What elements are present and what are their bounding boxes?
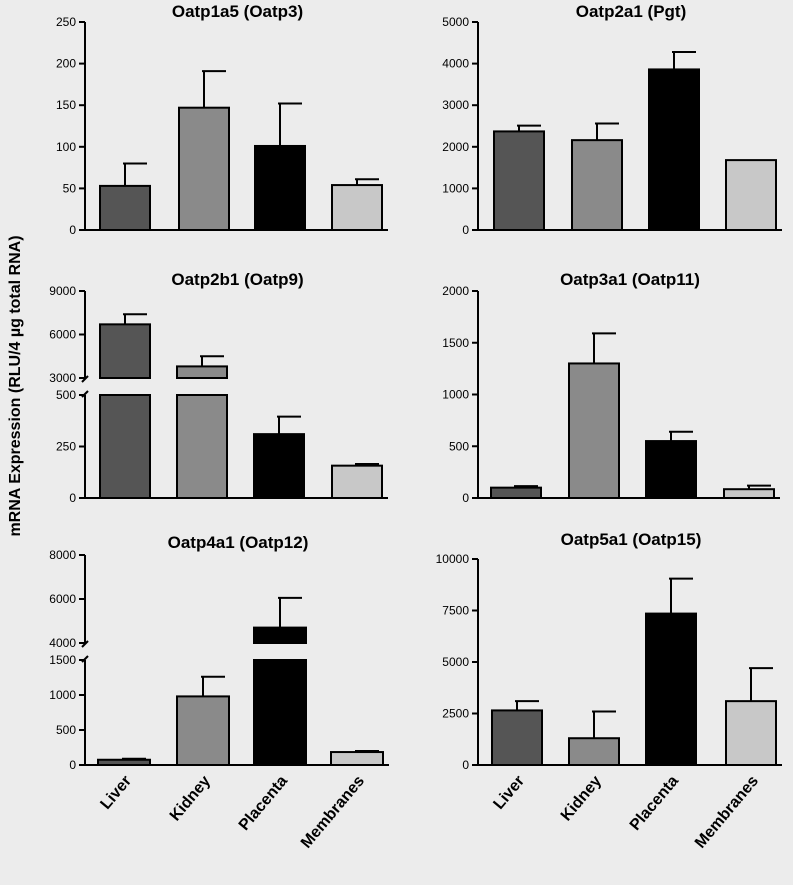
- bar-liver: [99, 184, 151, 232]
- chart-panel-6: Oatp5a1 (Oatp15) 0 2500 5000 7500 10000 Liver K…: [436, 530, 782, 852]
- y-tick-label: 4000: [49, 636, 76, 650]
- y-tick-label: 2000: [442, 140, 469, 154]
- y-tick-label: 9000: [49, 284, 76, 298]
- y-axis-label: mRNA Expression (RLU/4 µg total RNA): [7, 235, 24, 536]
- x-category-label: Liver: [490, 773, 528, 813]
- x-category-label: Placenta: [627, 773, 682, 834]
- chart-panel-4: Oatp3a1 (Oatp11) 0 500 1000 1500 2000: [442, 270, 780, 505]
- bar-membranes: [331, 464, 383, 499]
- x-category-label: Placenta: [236, 773, 291, 834]
- y-tick-label: 1000: [49, 688, 76, 702]
- bar-kidney-upper: [176, 365, 228, 379]
- bar-liver-lower: [99, 394, 151, 499]
- chart-panel-1: Oatp1a5 (Oatp3) 0 50 100 150 200 250: [56, 2, 388, 237]
- y-tick-label: 0: [69, 758, 76, 772]
- y-tick-label: 250: [56, 440, 76, 454]
- bar-kidney: [176, 695, 230, 767]
- y-tick-label: 7500: [442, 604, 469, 618]
- bar-placenta-lower: [253, 659, 307, 766]
- panel-title: Oatp5a1 (Oatp15): [561, 530, 702, 549]
- y-tick-label: 150: [56, 98, 76, 112]
- panel-title: Oatp1a5 (Oatp3): [172, 2, 303, 21]
- y-tick-label: 3000: [49, 371, 76, 385]
- y-tick-label: 500: [449, 439, 469, 453]
- bar-liver: [490, 486, 542, 499]
- y-tick-label: 0: [69, 491, 76, 505]
- y-tick-label: 100: [56, 140, 76, 154]
- bar-membranes: [725, 700, 777, 767]
- bar-liver: [97, 758, 151, 766]
- chart-panel-5: Oatp4a1 (Oatp12) 0 500 1000 1500 4000 6000 8000…: [49, 533, 389, 852]
- bar-kidney: [568, 737, 620, 766]
- y-tick-label: 0: [462, 758, 469, 772]
- y-tick-label: 1000: [442, 181, 469, 195]
- x-category-label: Kidney: [558, 773, 605, 825]
- y-tick-label: 0: [462, 223, 469, 237]
- bar-kidney-lower: [176, 394, 228, 499]
- y-tick-label: 2500: [442, 707, 469, 721]
- y-tick-label: 5000: [442, 655, 469, 669]
- bar-placenta: [645, 612, 697, 767]
- y-tick-label: 50: [63, 181, 77, 195]
- bar-liver-upper: [99, 323, 151, 380]
- bar-membranes: [725, 159, 777, 231]
- y-tick-label: 1000: [442, 388, 469, 402]
- y-tick-label: 2000: [442, 284, 469, 298]
- panel-title: Oatp4a1 (Oatp12): [168, 533, 309, 552]
- bar-liver: [491, 709, 543, 766]
- bar-placenta-upper: [253, 626, 307, 644]
- bar-placenta: [253, 433, 305, 500]
- y-tick-label: 1500: [49, 653, 76, 667]
- y-tick-label: 3000: [442, 98, 469, 112]
- y-tick-label: 0: [69, 223, 76, 237]
- bar-placenta: [254, 144, 306, 231]
- bar-placenta: [648, 68, 700, 232]
- y-tick-label: 6000: [49, 592, 76, 606]
- panel-title: Oatp2b1 (Oatp9): [171, 270, 303, 289]
- y-tick-label: 5000: [442, 15, 469, 29]
- chart-panel-2: Oatp2a1 (Pgt) 0 1000 2000 3000 4000 5000: [442, 2, 782, 237]
- y-tick-label: 250: [56, 15, 76, 29]
- x-category-label: Membranes: [298, 773, 368, 852]
- bar-membranes: [723, 488, 775, 500]
- y-tick-label: 8000: [49, 548, 76, 562]
- x-category-label: Liver: [97, 773, 135, 813]
- bar-kidney: [568, 362, 620, 500]
- x-category-label: Kidney: [167, 773, 214, 825]
- chart-panel-3: Oatp2b1 (Oatp9) 0 250 500 3000 6000 9000: [49, 270, 388, 505]
- bar-placenta: [645, 440, 697, 500]
- y-tick-label: 500: [56, 388, 76, 402]
- y-tick-label: 10000: [436, 552, 470, 566]
- bar-liver: [493, 130, 545, 232]
- y-tick-label: 4000: [442, 57, 469, 71]
- y-tick-label: 200: [56, 57, 76, 71]
- panel-title: Oatp3a1 (Oatp11): [560, 270, 700, 289]
- y-tick-label: 500: [56, 723, 76, 737]
- x-category-label: Membranes: [692, 773, 762, 852]
- y-tick-label: 0: [462, 491, 469, 505]
- y-tick-label: 1500: [442, 336, 469, 350]
- bar-membranes: [331, 184, 383, 232]
- bar-kidney: [571, 139, 623, 231]
- bar-membranes: [330, 751, 384, 766]
- panel-title: Oatp2a1 (Pgt): [576, 2, 687, 21]
- bar-kidney: [178, 106, 230, 231]
- y-tick-label: 6000: [49, 328, 76, 342]
